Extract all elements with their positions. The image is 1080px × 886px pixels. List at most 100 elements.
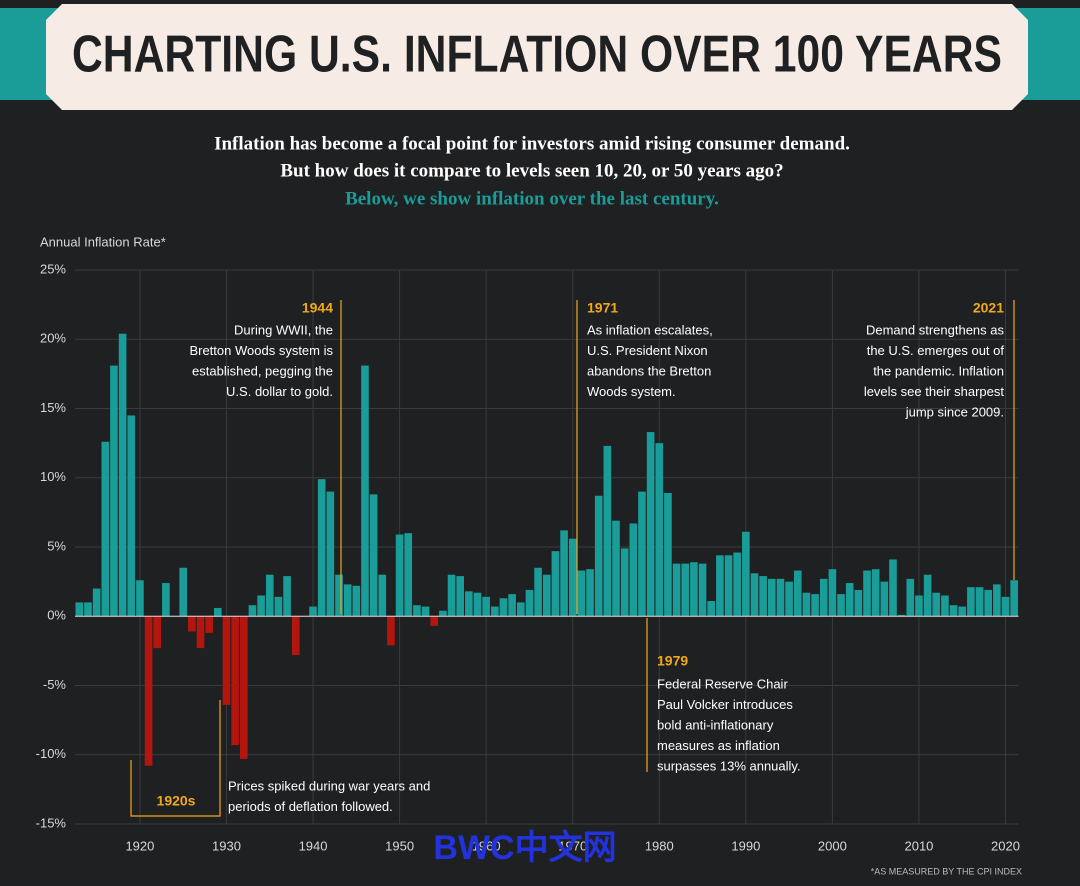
y-axis-label: Annual Inflation Rate* — [40, 234, 166, 249]
bar — [577, 570, 586, 617]
footnote: *AS MEASURED BY THE CPI INDEX — [871, 866, 1022, 876]
bar — [84, 602, 92, 617]
annotation-text: Bretton Woods system is — [189, 343, 333, 358]
bar — [638, 491, 646, 617]
bar — [793, 570, 802, 617]
bar — [854, 589, 863, 617]
annotation-text: U.S. dollar to gold. — [226, 384, 333, 399]
bar — [897, 614, 906, 617]
bar — [594, 495, 603, 617]
y-tick-label: 10% — [40, 469, 66, 484]
annotation-text: U.S. President Nixon — [587, 343, 708, 358]
bar — [508, 594, 516, 617]
x-tick-label: 1980 — [645, 838, 674, 853]
bar — [274, 596, 283, 617]
bar — [196, 616, 205, 649]
bar — [214, 607, 222, 617]
watermark: BWC中文网 — [433, 829, 616, 867]
bar — [369, 494, 378, 617]
title-card — [46, 4, 1028, 110]
bar — [733, 552, 741, 617]
bar — [516, 602, 525, 617]
bar — [664, 492, 672, 617]
annotation-year: 1971 — [587, 300, 618, 316]
bar — [742, 531, 750, 617]
bar — [222, 616, 231, 705]
bar — [257, 595, 265, 617]
bar — [179, 567, 188, 617]
bar — [837, 594, 845, 617]
bar — [915, 595, 923, 617]
bar — [716, 555, 724, 617]
bar — [863, 570, 871, 617]
bar — [491, 606, 499, 617]
bar — [923, 574, 932, 617]
x-tick-label: 2020 — [991, 838, 1020, 853]
annotation-text: Demand strengthens as — [866, 322, 1005, 337]
bar — [465, 591, 473, 617]
bar — [941, 595, 949, 617]
bar — [153, 616, 162, 649]
bar — [482, 596, 490, 617]
bar — [309, 606, 317, 617]
x-tick-label: 2000 — [818, 838, 847, 853]
x-tick-label: 1990 — [731, 838, 760, 853]
bar — [317, 479, 326, 617]
bar — [906, 578, 915, 617]
annotation-text: Woods system. — [587, 384, 676, 399]
bar — [188, 616, 196, 632]
bar — [352, 585, 361, 617]
bar — [698, 563, 707, 617]
subtitle: Inflation has become a focal point for i… — [214, 133, 850, 154]
bar — [776, 578, 785, 617]
annotation-year: 2021 — [973, 300, 1004, 316]
y-tick-label: -15% — [36, 815, 67, 830]
annotation-text: established, pegging the — [192, 363, 333, 378]
bar — [335, 574, 343, 617]
bar — [612, 520, 620, 617]
bar — [75, 602, 84, 617]
annotation-text: periods of deflation followed. — [228, 799, 393, 814]
bar — [413, 605, 421, 617]
bar — [534, 567, 542, 617]
bar — [439, 610, 447, 617]
bar — [603, 445, 612, 617]
bar — [525, 589, 534, 617]
bar — [819, 578, 828, 617]
subtitle: Below, we show inflation over the last c… — [345, 188, 719, 209]
bar — [101, 441, 110, 617]
bar — [239, 616, 248, 759]
x-tick-label: 2010 — [904, 838, 933, 853]
bar — [767, 578, 776, 617]
annotation-text: Prices spiked during war years and — [228, 778, 430, 793]
annotation-text: the pandemic. Inflation — [873, 363, 1004, 378]
y-tick-label: 5% — [47, 538, 66, 553]
bar — [127, 415, 136, 617]
y-tick-label: 0% — [47, 608, 66, 623]
y-tick-label: -5% — [43, 677, 67, 692]
bar — [802, 592, 811, 617]
bar — [404, 533, 413, 617]
bar — [568, 538, 577, 617]
bar — [499, 598, 508, 617]
annotation-text: abandons the Bretton — [587, 363, 711, 378]
subtitle: But how does it compare to levels seen 1… — [280, 160, 783, 181]
bar — [750, 573, 759, 617]
bar — [1010, 580, 1018, 617]
bar — [542, 574, 551, 617]
annotation-text: surpasses 13% annually. — [657, 758, 801, 773]
annotation-text: As inflation escalates, — [587, 322, 713, 337]
bar — [646, 432, 655, 617]
bar — [231, 616, 239, 746]
bar — [551, 551, 560, 617]
annotation-text: jump since 2009. — [905, 404, 1004, 419]
annotation-text: During WWII, the — [234, 322, 333, 337]
annotation-text: Paul Volcker introduces — [657, 697, 793, 712]
bar — [136, 580, 144, 617]
bar — [430, 616, 439, 626]
annotation-text: bold anti-inflationary — [657, 717, 774, 732]
bar — [144, 616, 153, 766]
bar — [672, 563, 681, 617]
